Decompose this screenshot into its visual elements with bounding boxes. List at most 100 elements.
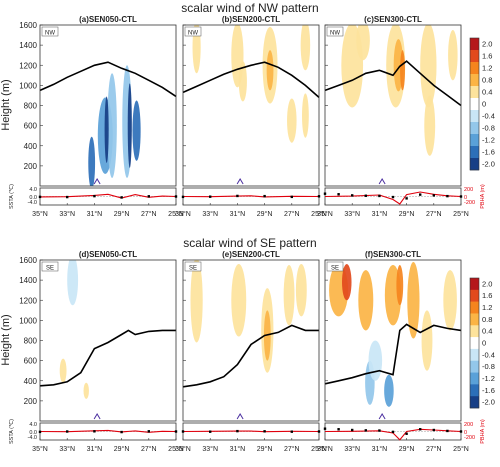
pbha-axis-label: PBHA (m) [480,419,486,444]
x-tick-label: 29°N [257,210,273,218]
colorbar-label: 2.0 [482,40,492,49]
ssta-tick-label: 0.0 [29,430,37,436]
colorbar-label: -1.2 [482,136,495,145]
shaded-region [356,25,370,61]
ssta-point [174,195,178,198]
ssta-point [432,428,435,432]
x-tick-label: 35°N [175,445,191,453]
row-title-nw: scalar wind of NW pattern [181,1,318,15]
y-tick-label: 400 [24,377,38,386]
panel-title: (e)SEN200-CTL [222,250,280,259]
colorbar-label: 0.4 [482,88,492,97]
shaded-region [368,340,383,381]
ssta-point [290,195,293,199]
pbha-tick-label: 0 [464,195,467,201]
ssta-tick-label: -4.0 [28,435,37,441]
pattern-tag-box [41,26,59,37]
ssta-point [66,430,69,433]
x-tick-label: 33°N [59,445,75,453]
shaded-region [88,136,96,186]
ssta-point [120,430,123,434]
colorbar-swatch [470,337,479,350]
pattern-tag-box [326,26,344,37]
colorbar-label: 1.6 [482,291,492,300]
shaded-region [67,260,79,306]
ssta-point [351,194,354,197]
boundary-layer-height-line [182,324,319,388]
colorbar-label: -0.4 [482,350,495,359]
pattern-tag: NW [330,31,340,37]
ssta-point [93,194,96,198]
y-tick-label: 600 [24,357,38,366]
x-tick-label: 29°N [114,210,130,218]
colorbar-1: 2.0 1.6 1.2 0.8 0.4 0 -0.4 -0.8 -1.2 -1.6 -2.0 [469,37,495,171]
ssta-point [391,430,395,434]
ssta-point [419,428,422,431]
y-tick-label: 200 [24,162,38,171]
panel-background [183,25,319,186]
ssta-point [337,193,340,196]
x-tick-label: 25°N [453,445,469,453]
colorbar-label: -1.2 [482,374,495,383]
ssta-point [66,195,69,199]
colorbar-swatch [470,38,479,51]
colorbar-frame [469,277,480,409]
colorbar-swatch [470,360,479,373]
colorbar-swatch [470,289,479,302]
ssta-point [364,194,367,197]
ssta-point [181,430,185,433]
y-tick-label: 1200 [19,296,37,305]
x-tick-label: 25°N [168,210,184,218]
pattern-tag-box [41,261,59,272]
colorbar-swatch [470,325,479,338]
colorbar-swatch [470,396,479,409]
x-tick-label: 33°N [344,445,360,453]
ssta-point [174,430,178,433]
pbha-tick-label: -200 [464,200,475,206]
x-tick-label: 33°N [59,210,75,218]
ssta-point [459,430,463,433]
ssta-point [364,429,367,432]
ssta-axis-label: SSTA (℃) [9,184,15,209]
ssta-point [236,429,239,433]
colorbar-label: 2.0 [482,279,492,288]
pbha-tick-label: 0 [464,430,467,436]
pattern-tag-box [326,261,344,272]
ssta-point [446,194,449,198]
colorbar-label: 1.2 [482,64,492,73]
panel-title: (f)SEN300-CTL [365,250,421,259]
shaded-region [396,265,404,306]
ssta-point [323,192,327,195]
boundary-layer-height-line [324,323,462,385]
shaded-region [127,83,132,168]
colorbar-swatch [470,158,479,171]
y-tick-label: 800 [24,337,38,346]
ssta-point [147,195,150,198]
colorbar-label: -0.8 [482,124,495,133]
x-tick-label: 31°N [230,210,246,218]
pbha-tick-label: 200 [464,187,473,193]
y-tick-label: 800 [24,102,38,111]
colorbar-swatch [470,98,479,111]
colorbar-label: 1.2 [482,303,492,312]
pattern-tag: NW [45,31,55,37]
shaded-region [400,50,405,91]
colorbar-swatch [470,62,479,75]
x-tick-label: 29°N [257,445,273,453]
shaded-region [300,25,311,71]
ssta-point [391,195,395,199]
ssta-point [38,195,42,199]
x-tick-label: 27°N [426,445,442,453]
x-tick-label: 27°N [426,210,442,218]
y-tick-label: 1600 [19,21,37,30]
shaded-region [302,93,309,138]
shaded-region [384,374,394,407]
colorbar-swatch [470,74,479,87]
colorbar-swatch [470,122,479,135]
ssta-point [38,430,42,434]
site-marker [378,178,386,185]
shaded-region [238,61,247,102]
site-marker [93,413,101,420]
